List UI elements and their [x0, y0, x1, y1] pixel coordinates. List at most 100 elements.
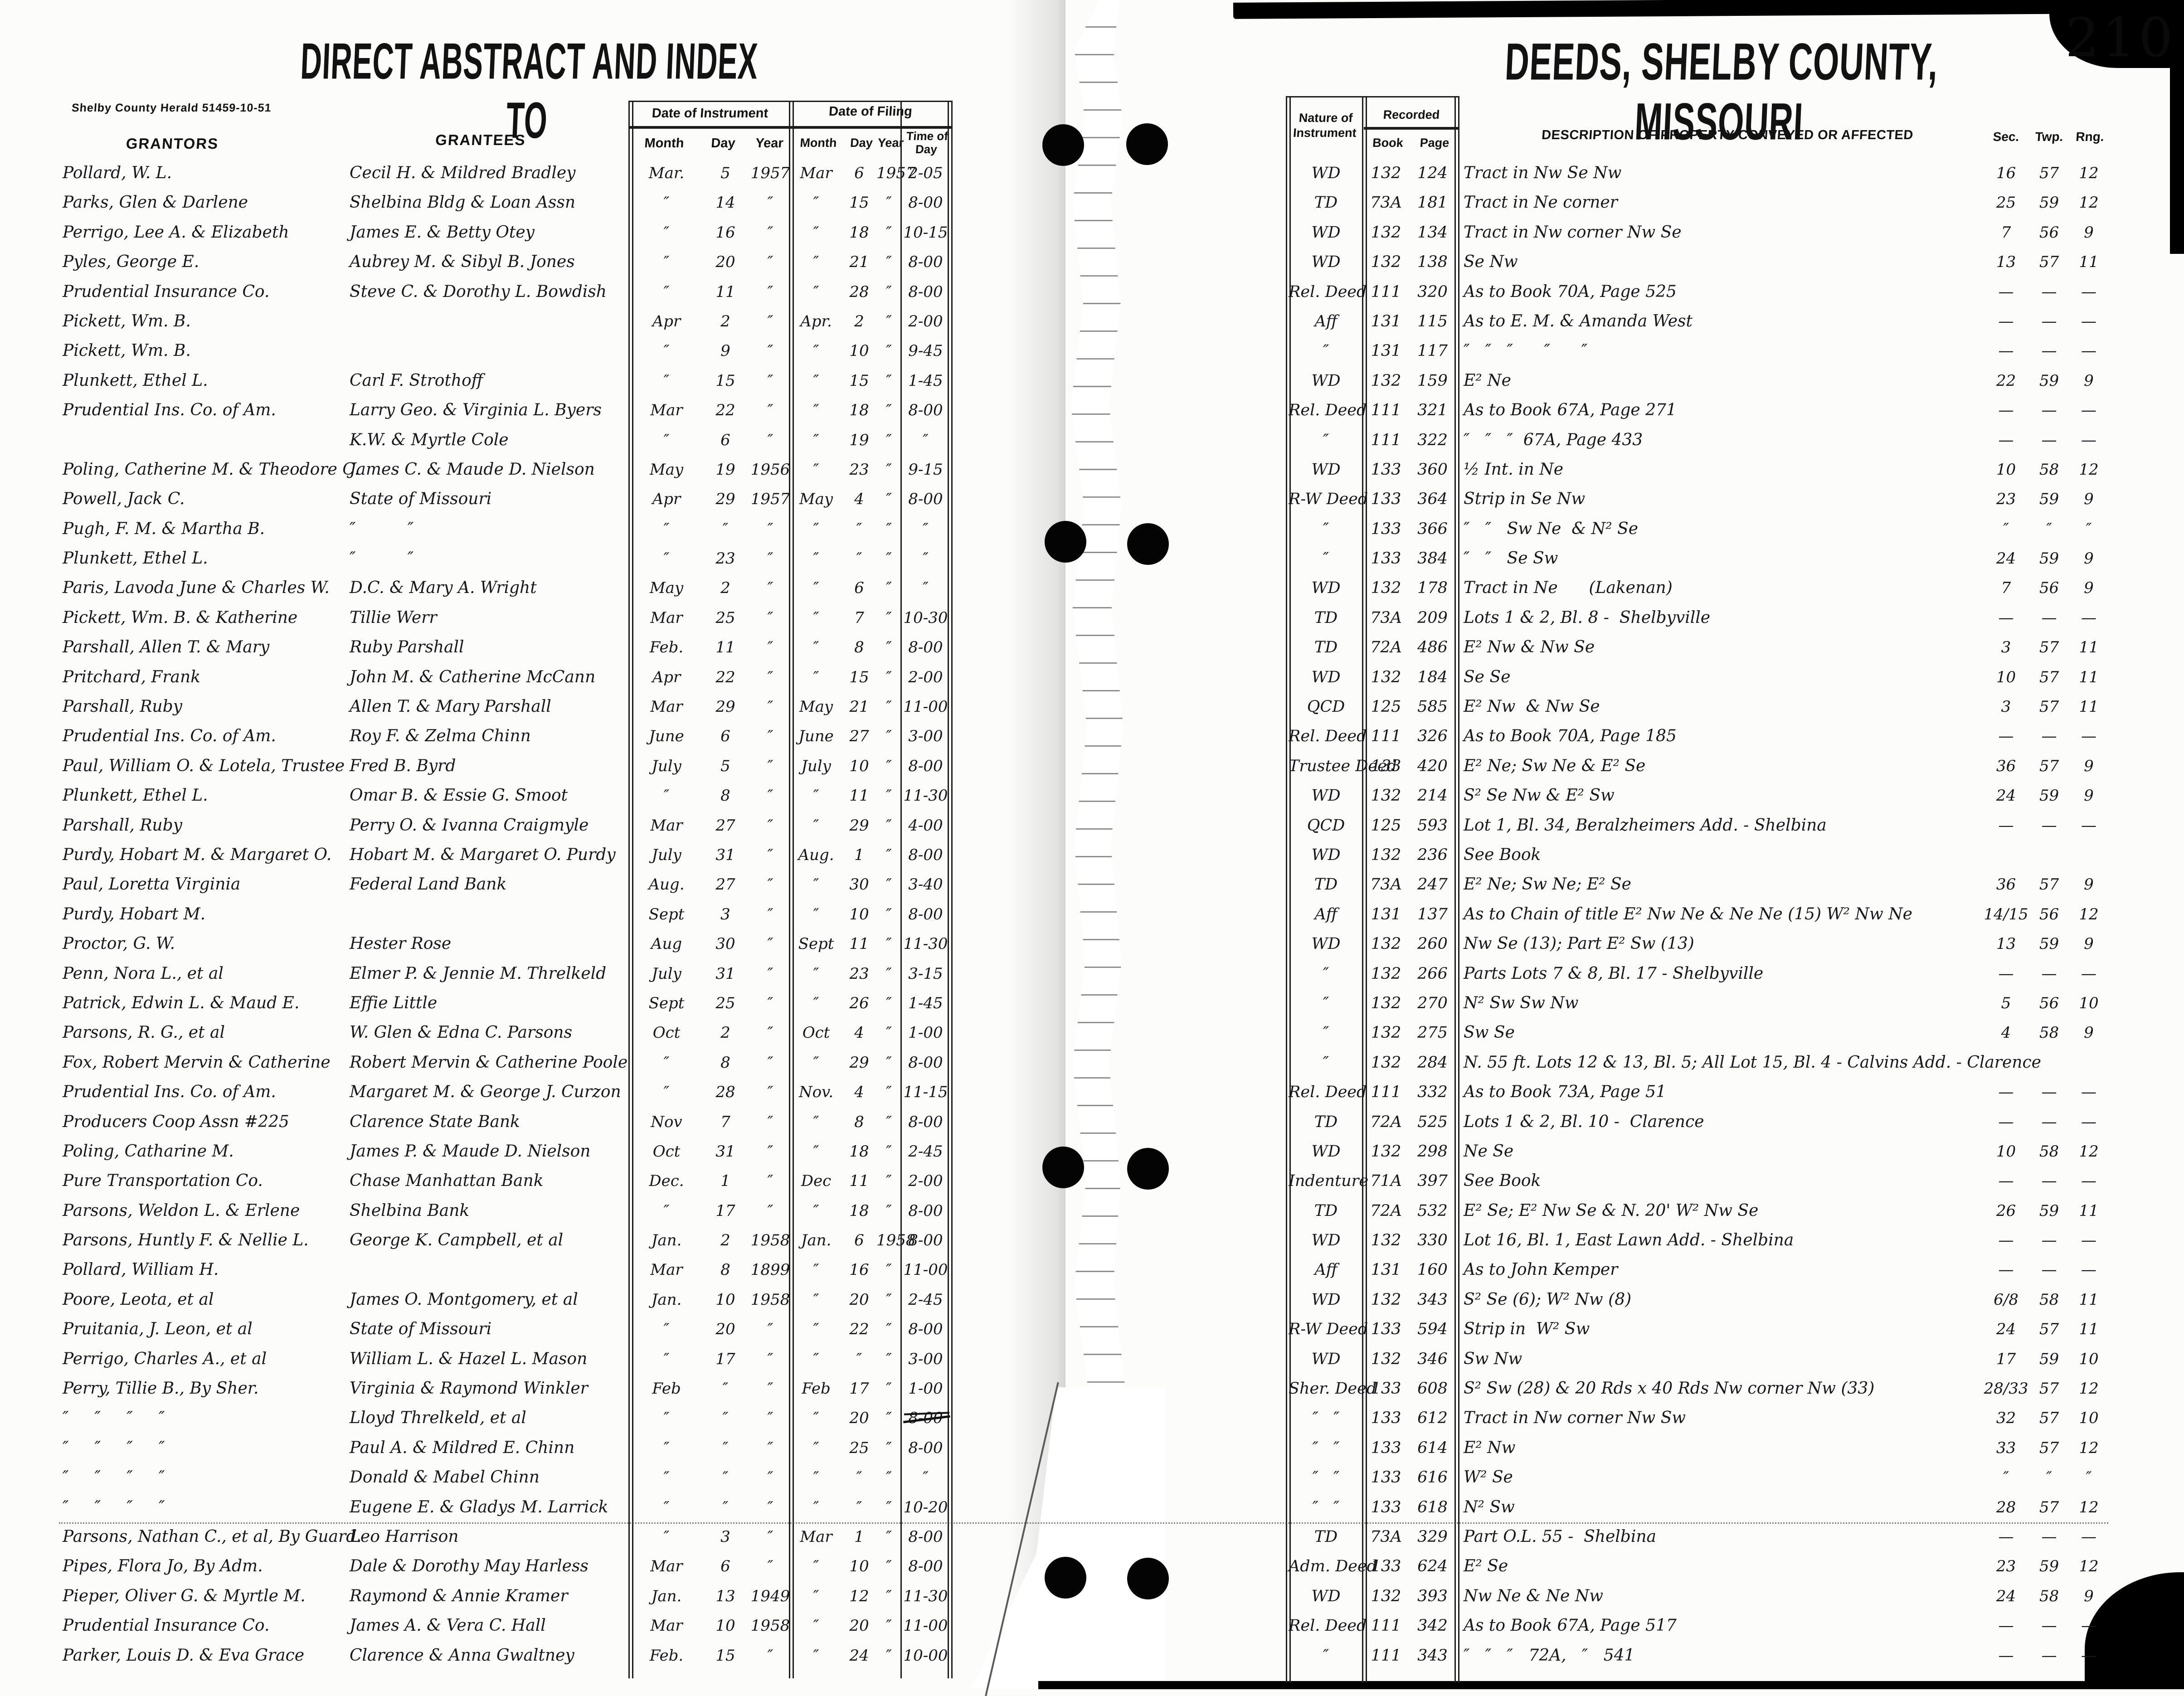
- cell-filing-day: 10: [849, 1557, 869, 1576]
- cell-nature-of-instrument: TD: [1314, 1201, 1338, 1220]
- cell-filing-year: ″: [886, 1142, 892, 1161]
- cell-grantee: K.W. & Myrtle Cole: [350, 430, 509, 449]
- cell-page: 322: [1417, 431, 1448, 449]
- cell-instrument-month: Nov: [651, 1113, 682, 1131]
- cell-instrument-year: ″: [767, 1053, 773, 1072]
- cell-sec: —: [1998, 727, 2014, 746]
- cell-book: 72A: [1370, 1113, 1402, 1131]
- cell-instrument-month: Mar.: [648, 164, 685, 182]
- cell-grantor: Fox, Robert Mervin & Catherine: [63, 1053, 331, 1072]
- column-header-month: Month: [799, 136, 837, 150]
- cell-filing-year: ″: [886, 1409, 892, 1428]
- cell-grantor: Pollard, William H.: [63, 1260, 219, 1279]
- cell-filing-month: ″: [813, 1350, 819, 1368]
- cell-instrument-day: 8: [720, 1053, 730, 1072]
- cell-filing-month: Aug.: [798, 846, 834, 864]
- cell-filing-month: Oct: [802, 1024, 830, 1042]
- cell-page: 330: [1417, 1231, 1448, 1250]
- cell-instrument-month: Mar: [650, 816, 683, 835]
- cell-filing-year: ″: [886, 727, 892, 746]
- cell-filing-time: ″: [923, 1468, 929, 1487]
- cell-instrument-month: Aug: [651, 935, 682, 953]
- cell-filing-day: 28: [849, 282, 869, 301]
- cell-instrument-year: ″: [767, 1646, 773, 1665]
- cell-filing-year: ″: [886, 1498, 892, 1516]
- cell-book: 132: [1371, 1290, 1401, 1309]
- cell-nature-of-instrument: TD: [1314, 875, 1338, 894]
- cell-grantee: Lloyd Threlkeld, et al: [350, 1409, 526, 1428]
- table-rule: [951, 101, 953, 1678]
- cell-sec: [1982, 1048, 2030, 1078]
- cell-instrument-year: ″: [767, 875, 773, 894]
- cell-instrument-year: ″: [767, 579, 773, 598]
- cell-grantee: [347, 336, 632, 366]
- cell-instrument-day: ″: [722, 520, 729, 538]
- cell-filing-year: ″: [886, 1468, 892, 1487]
- cell-sec: 4: [2001, 1024, 2011, 1042]
- cell-filing-month: ″: [813, 1290, 819, 1309]
- scan-edge-bottom: [1038, 1681, 2184, 1689]
- cell-instrument-year: ″: [767, 1350, 773, 1368]
- cell-sec: 7: [2001, 223, 2011, 242]
- cell-page: 594: [1417, 1320, 1448, 1339]
- cell-nature-of-instrument: WD: [1311, 371, 1341, 390]
- cell-filing-month: ″: [813, 638, 819, 657]
- cell-twp: —: [2041, 964, 2057, 983]
- cell-description: Tract in Ne corner: [1464, 193, 1618, 212]
- cell-instrument-year: ″: [767, 757, 773, 775]
- cell-filing-time: 8-00: [908, 1053, 943, 1072]
- cell-page: 342: [1417, 1617, 1448, 1635]
- cell-nature-of-instrument: Rel. Deed: [1289, 1083, 1367, 1102]
- cell-rng: 9: [2084, 549, 2094, 568]
- cell-twp: —: [2041, 1617, 2057, 1635]
- cell-instrument-year: ″: [767, 727, 773, 746]
- cell-nature-of-instrument: Rel. Deed: [1289, 727, 1367, 746]
- binder-hole: [1045, 1557, 1086, 1599]
- cell-nature-of-instrument: WD: [1311, 1587, 1341, 1605]
- cell-filing-year: ″: [886, 1201, 892, 1220]
- cell-description: Parts Lots 7 & 8, Bl. 17 - Shelbyville: [1464, 964, 1764, 983]
- cell-twp: 58: [2039, 1290, 2059, 1309]
- cell-page: 360: [1417, 460, 1448, 479]
- cell-rng: ″: [2086, 520, 2092, 538]
- cell-twp: 59: [2039, 1350, 2059, 1368]
- cell-twp: ″: [2046, 1468, 2052, 1487]
- column-header-day: Day: [850, 136, 873, 150]
- cell-filing-time: 8-00: [908, 282, 943, 301]
- cell-description: As to Book 70A, Page 525: [1464, 282, 1677, 301]
- cell-filing-day: 7: [854, 608, 864, 627]
- cell-nature-of-instrument: Sher. Deed: [1289, 1380, 1377, 1398]
- cell-description: Tract in Nw Se Nw: [1464, 164, 1622, 182]
- cell-filing-month: ″: [813, 371, 819, 390]
- cell-filing-day: 6: [854, 1231, 864, 1250]
- cell-grantor: Plunkett, Ethel L.: [63, 786, 208, 805]
- cell-grantor: Pipes, Flora Jo, By Adm.: [63, 1557, 263, 1576]
- cell-rng: 9: [2084, 757, 2094, 775]
- cell-sec: 36: [1996, 757, 2016, 775]
- cell-instrument-day: 8: [720, 787, 730, 805]
- cell-instrument-month: ″: [663, 549, 670, 568]
- cell-filing-month: ″: [813, 668, 819, 686]
- cell-nature-of-instrument: ″: [1323, 1646, 1329, 1665]
- cell-filing-year: ″: [886, 905, 892, 923]
- cell-filing-time: 1-00: [908, 1380, 943, 1398]
- cell-description: See Book: [1464, 1171, 1541, 1191]
- cell-grantee: [347, 307, 632, 336]
- cell-rng: —: [2081, 342, 2096, 360]
- cell-instrument-year: 1956: [750, 460, 790, 479]
- cell-instrument-day: 16: [715, 223, 735, 242]
- cell-book: 72A: [1370, 638, 1402, 657]
- cell-description: Se Nw: [1464, 253, 1518, 272]
- cell-sec: 36: [1996, 875, 2016, 894]
- cell-instrument-day: 31: [715, 846, 735, 864]
- cell-filing-month: Apr.: [800, 312, 832, 330]
- cell-page: 181: [1417, 194, 1448, 212]
- cell-instrument-day: 7: [720, 1113, 730, 1131]
- cell-instrument-year: 1958: [750, 1617, 790, 1635]
- cell-rng: 9: [2084, 875, 2094, 894]
- cell-filing-day: 1: [854, 1527, 864, 1546]
- cell-twp: 57: [2039, 1380, 2059, 1398]
- cell-twp: —: [2041, 1172, 2057, 1191]
- cell-instrument-year: 1957: [750, 164, 790, 182]
- cell-filing-time: 8-00: [908, 1557, 943, 1576]
